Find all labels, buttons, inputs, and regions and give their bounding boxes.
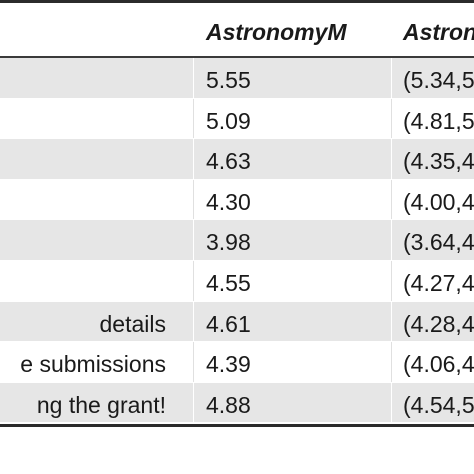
column-divider bbox=[391, 382, 392, 423]
row-interval: (4.00,4 bbox=[403, 188, 474, 215]
column-divider bbox=[391, 179, 392, 220]
row-value: 4.61 bbox=[206, 310, 251, 337]
row-value: 4.30 bbox=[206, 188, 251, 215]
column-divider bbox=[193, 179, 194, 220]
row-value: 5.09 bbox=[206, 107, 251, 134]
table-row: e submissions 4.39 (4.06,4 bbox=[0, 342, 474, 383]
column-divider bbox=[193, 260, 194, 301]
row-label: ng the grant! bbox=[36, 391, 166, 418]
table-row: 5.09 (4.81,5 bbox=[0, 98, 474, 140]
row-value: 4.55 bbox=[206, 269, 251, 296]
column-divider bbox=[391, 220, 392, 260]
row-value: 5.55 bbox=[206, 67, 251, 93]
column-divider bbox=[391, 301, 392, 342]
column-header-astronomym: AstronomyM bbox=[206, 19, 347, 45]
table-row: 4.55 (4.27,4 bbox=[0, 260, 474, 302]
row-interval: (4.81,5 bbox=[403, 107, 474, 134]
table-body: 5.55 (5.34,5 5.09 (4.81,5 4.63 (4.35,4 4… bbox=[0, 58, 474, 424]
row-value: 4.39 bbox=[206, 351, 251, 378]
column-header-astron: Astron bbox=[403, 19, 474, 45]
column-divider bbox=[193, 98, 194, 139]
table-row: 3.98 (3.64,4 bbox=[0, 220, 474, 261]
column-divider bbox=[193, 58, 194, 98]
row-interval: (4.06,4 bbox=[403, 351, 474, 378]
column-divider bbox=[193, 382, 194, 423]
column-divider bbox=[391, 98, 392, 139]
row-interval: (4.35,4 bbox=[403, 148, 474, 175]
row-value: 3.98 bbox=[206, 229, 251, 256]
table-header: AstronomyM Astron bbox=[0, 3, 474, 56]
column-divider bbox=[193, 139, 194, 179]
row-interval: (5.34,5 bbox=[403, 67, 474, 93]
column-divider bbox=[193, 342, 194, 382]
row-label: e submissions bbox=[20, 351, 166, 378]
row-interval: (4.28,4 bbox=[403, 310, 474, 337]
column-divider bbox=[193, 301, 194, 342]
row-interval: (4.54,5 bbox=[403, 391, 474, 418]
column-divider bbox=[391, 139, 392, 179]
table-row: 5.55 (5.34,5 bbox=[0, 58, 474, 99]
table-row: details 4.61 (4.28,4 bbox=[0, 301, 474, 343]
row-value: 4.88 bbox=[206, 391, 251, 418]
table-row: 4.30 (4.00,4 bbox=[0, 179, 474, 221]
bottom-rule bbox=[0, 424, 474, 427]
row-value: 4.63 bbox=[206, 148, 251, 175]
row-interval: (4.27,4 bbox=[403, 269, 474, 296]
top-rule bbox=[0, 0, 474, 3]
table-row: 4.63 (4.35,4 bbox=[0, 139, 474, 180]
header-rule bbox=[0, 56, 474, 58]
column-divider bbox=[391, 260, 392, 301]
row-label: details bbox=[99, 310, 166, 337]
row-interval: (3.64,4 bbox=[403, 229, 474, 256]
table-row: ng the grant! 4.88 (4.54,5 bbox=[0, 382, 474, 424]
column-divider bbox=[193, 220, 194, 260]
column-divider bbox=[391, 342, 392, 382]
column-divider bbox=[391, 58, 392, 98]
